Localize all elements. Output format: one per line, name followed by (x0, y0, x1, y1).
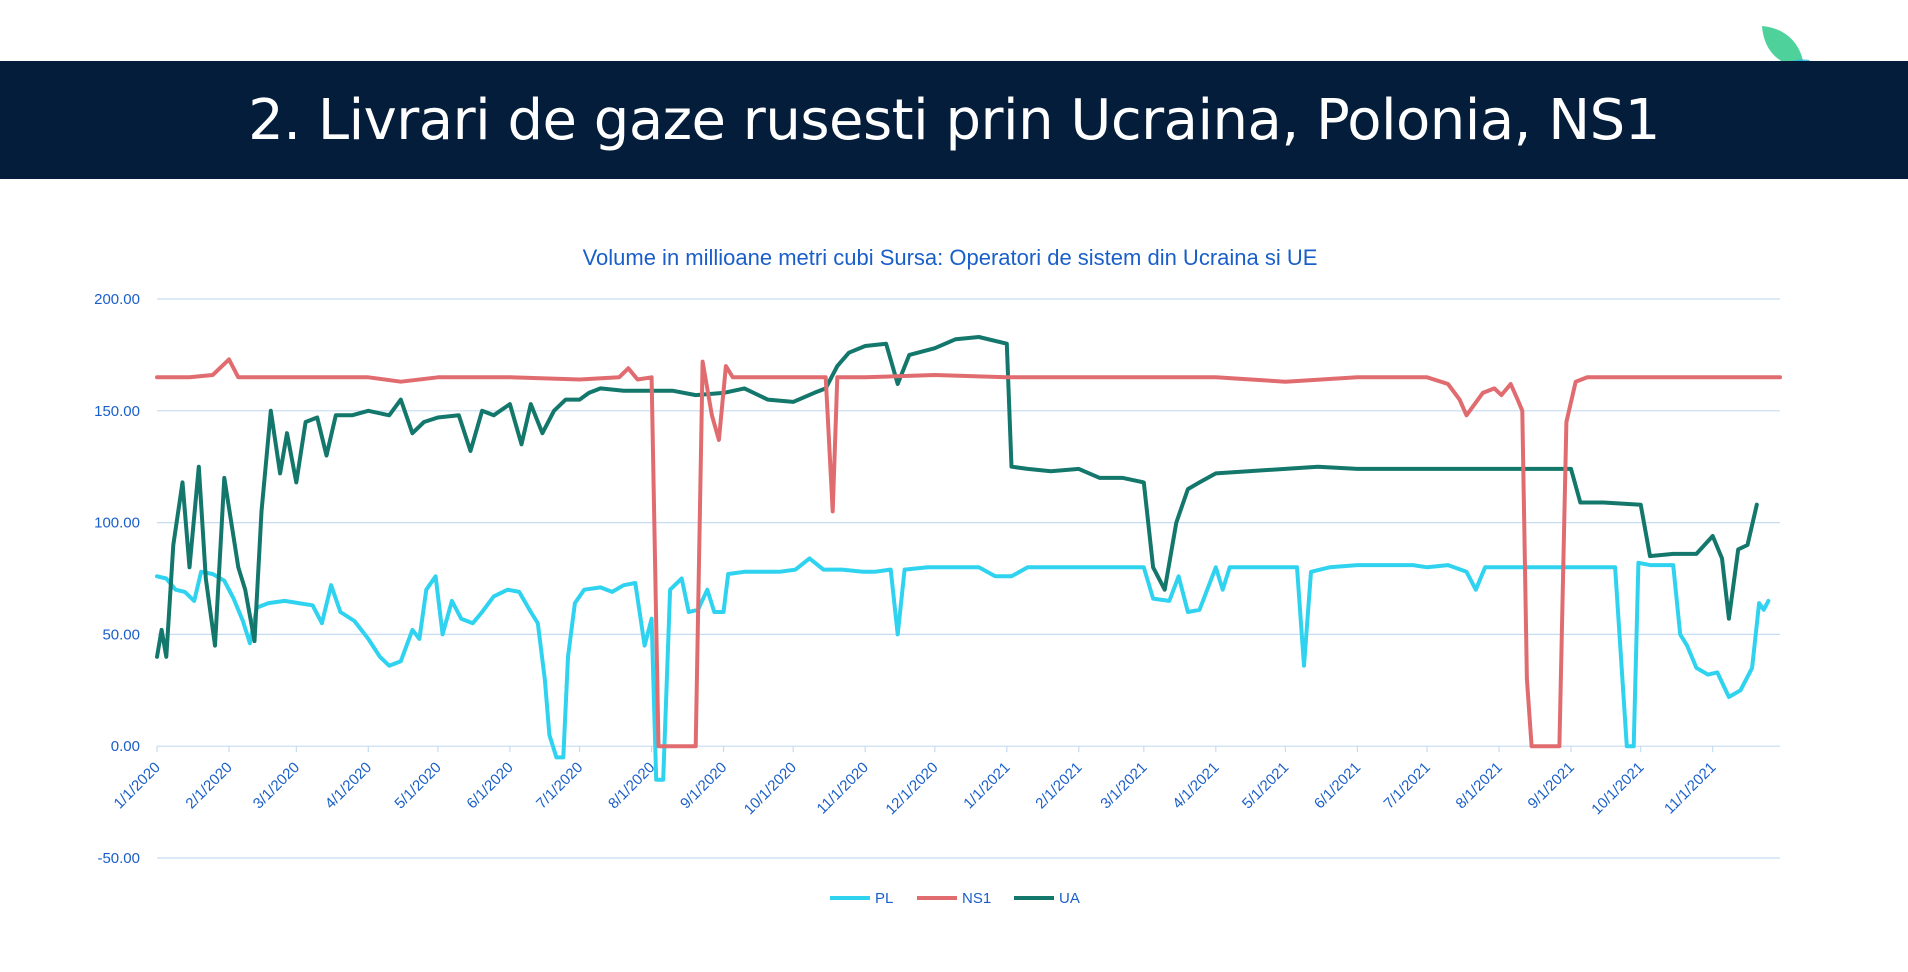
y-tick-label: 50.00 (102, 626, 140, 643)
x-tick-label: 1/1/2021 (960, 759, 1013, 812)
y-tick-label: 200.00 (94, 291, 140, 308)
y-tick-label: 0.00 (111, 738, 140, 755)
x-tick-label: 1/1/2020 (111, 759, 164, 812)
legend-label-ns1: NS1 (962, 890, 991, 907)
legend-label-pl: PL (875, 890, 893, 907)
x-tick-label: 9/1/2021 (1525, 759, 1578, 812)
x-tick-label: 5/1/2021 (1239, 759, 1292, 812)
chart-gridlines (157, 298, 1780, 859)
chart-title: Volume in millioane metri cubi Sursa: Op… (583, 245, 1318, 270)
x-tick-label: 10/1/2020 (741, 759, 800, 818)
slide-title: 2. Livrari de gaze rusesti prin Ucraina,… (248, 87, 1660, 153)
x-axis-ticks: 1/1/2020 2/1/2020 3/1/2020 4/1/2020 5/1/2020… (111, 746, 1719, 818)
x-tick-label: 12/1/2020 (882, 759, 941, 818)
legend-label-ua: UA (1059, 890, 1080, 907)
x-tick-label: 3/1/2020 (250, 759, 303, 812)
series-line-pl (155, 556, 1771, 782)
chart-legend: PL NS1 UA (830, 890, 1080, 907)
series-line-ua (155, 335, 1759, 659)
x-tick-label: 6/1/2020 (463, 759, 516, 812)
x-tick-label: 6/1/2021 (1311, 759, 1364, 812)
x-tick-label: 4/1/2021 (1169, 759, 1222, 812)
y-axis-ticks: -50.00 0.00 50.00 100.00 150.00 200.00 (94, 291, 140, 867)
y-tick-label: 100.00 (94, 515, 140, 532)
series-line-ns1 (155, 357, 1782, 749)
x-tick-label: 8/1/2020 (605, 759, 658, 812)
y-tick-label: 150.00 (94, 403, 140, 420)
x-tick-label: 5/1/2020 (391, 759, 444, 812)
slide-title-bar: 2. Livrari de gaze rusesti prin Ucraina,… (0, 61, 1908, 179)
x-tick-label: 3/1/2021 (1097, 759, 1150, 812)
y-tick-label: -50.00 (97, 850, 140, 867)
x-tick-label: 7/1/2021 (1381, 759, 1434, 812)
x-tick-label: 4/1/2020 (322, 759, 375, 812)
x-tick-label: 2/1/2020 (182, 759, 235, 812)
x-tick-label: 11/1/2020 (814, 759, 872, 817)
x-tick-label: 8/1/2021 (1453, 759, 1506, 812)
x-tick-label: 7/1/2020 (533, 759, 586, 812)
x-tick-label: 9/1/2020 (677, 759, 730, 812)
x-tick-label: 10/1/2021 (1588, 759, 1647, 818)
x-tick-label: 11/1/2021 (1661, 759, 1719, 817)
chart-series (155, 335, 1782, 782)
x-tick-label: 2/1/2021 (1032, 759, 1085, 812)
